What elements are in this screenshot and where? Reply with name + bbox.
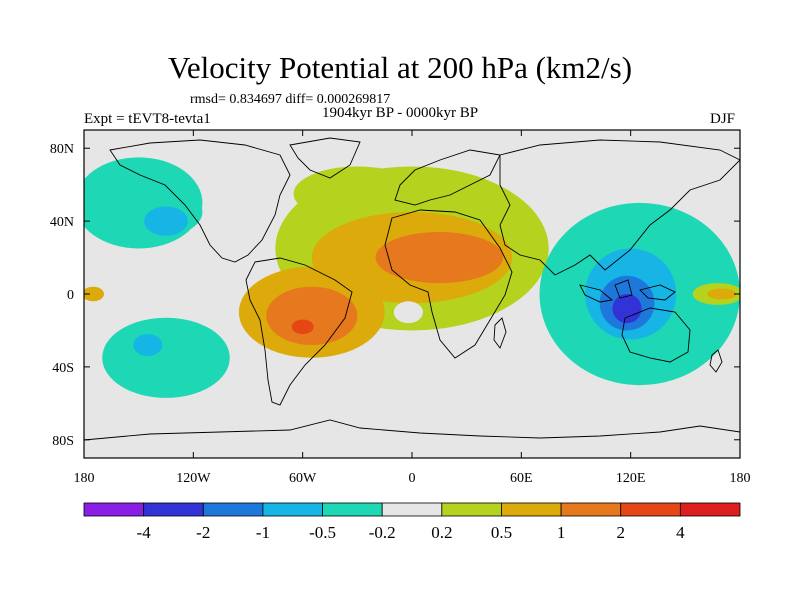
velocity-potential-field	[84, 157, 740, 398]
period-label: 1904kyr BP - 0000kyr BP	[321, 105, 479, 121]
colorbar-label: 0.5	[491, 523, 512, 542]
colorbar-swatch	[560, 502, 622, 517]
coastlines	[84, 137, 740, 441]
y-axis: 80N 40N 0 40S 80S	[50, 142, 740, 449]
experiment-label: Expt = tEVT8-tevta1	[84, 111, 211, 127]
stats-line: rmsd= 0.834697 diff= 0.000269817	[190, 92, 391, 107]
y-tick-label: 0	[67, 288, 74, 303]
y-tick-label: 80S	[52, 434, 74, 449]
field-south-atlantic-neutral	[393, 301, 423, 324]
colorbar-label: 2	[616, 523, 625, 542]
y-tick-label: 80N	[50, 142, 74, 157]
colorbar-label: -2	[196, 523, 210, 542]
colorbar: -4 -2 -1 -0.5 -0.2 0.2 0.5 1 2 4	[83, 502, 741, 542]
colorbar-swatch	[83, 502, 145, 517]
x-tick-label: 180	[730, 471, 751, 486]
x-tick-label: 120W	[176, 471, 211, 486]
x-axis: 180 120W 60W 0 60E 120E 180	[74, 130, 751, 486]
x-tick-label: 180	[74, 471, 95, 486]
x-tick-label: 0	[409, 471, 416, 486]
colorbar-swatch	[202, 502, 264, 517]
field-africa-strong-positive	[375, 232, 504, 284]
colorbar-label: -4	[137, 523, 152, 542]
colorbar-label: 0.2	[431, 523, 452, 542]
field-north-pacific-negative-inner	[144, 206, 188, 236]
field-south-america-strong-positive	[266, 286, 358, 346]
colorbar-swatch	[262, 502, 323, 517]
colorbar-label: 1	[557, 523, 566, 542]
colorbar-swatch	[620, 502, 681, 517]
colorbar-swatch	[322, 502, 383, 517]
x-tick-label: 120E	[616, 471, 646, 486]
colorbar-swatch	[381, 502, 443, 517]
colorbar-swatch	[679, 502, 741, 517]
colorbar-swatch	[143, 502, 204, 517]
colorbar-label: -1	[256, 523, 270, 542]
field-west-pacific-positive-core	[707, 288, 737, 300]
colorbar-swatch	[501, 502, 562, 517]
y-tick-label: 40S	[52, 361, 74, 376]
chart-title: Velocity Potential at 200 hPa (km2/s)	[167, 50, 633, 85]
x-tick-label: 60W	[289, 471, 317, 486]
colorbar-label: -0.5	[309, 523, 336, 542]
season-label: DJF	[710, 111, 736, 127]
field-south-america-max	[291, 319, 314, 335]
y-tick-label: 40N	[50, 215, 74, 230]
field-south-pacific-negative-inner	[133, 334, 163, 356]
colorbar-swatch	[441, 502, 502, 517]
field-maritime-continent-min	[612, 294, 642, 324]
field-east-pacific-positive	[84, 286, 105, 302]
colorbar-label: -0.2	[369, 523, 396, 542]
colorbar-label: 4	[676, 523, 685, 542]
x-tick-label: 60E	[510, 471, 533, 486]
